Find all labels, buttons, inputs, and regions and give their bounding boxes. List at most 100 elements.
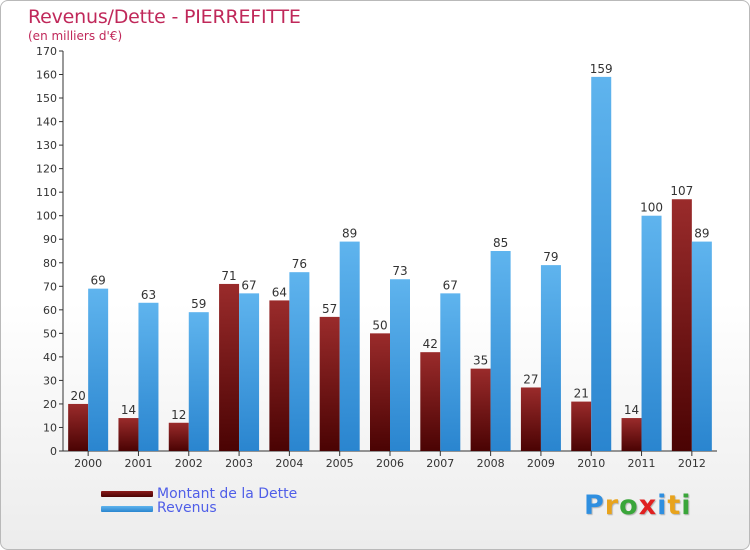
y-tick-label: 120	[36, 163, 57, 176]
y-tick-label: 50	[43, 327, 57, 340]
bar-revenus	[691, 241, 712, 451]
logo-letter: r	[604, 490, 620, 521]
x-tick-label: 2006	[376, 457, 404, 470]
data-label-dette: 14	[624, 403, 639, 417]
bars	[68, 76, 712, 451]
data-label-dette: 12	[171, 408, 186, 422]
data-label-dette: 20	[71, 389, 86, 403]
data-label-revenus: 89	[342, 227, 357, 241]
legend-swatch-debt	[101, 491, 153, 497]
x-tick-label: 2000	[74, 457, 102, 470]
proxiti-logo: Proxiti	[584, 490, 692, 521]
bar-revenus	[390, 279, 410, 451]
logo-letter: o	[619, 490, 639, 521]
y-tick-label: 20	[43, 398, 57, 411]
data-label-dette: 57	[322, 302, 337, 316]
bar-dette	[370, 333, 390, 451]
data-label-revenus: 73	[392, 264, 407, 278]
bar-dette	[269, 300, 290, 451]
data-label-revenus: 67	[241, 278, 256, 292]
bar-revenus	[440, 293, 461, 451]
data-label-dette: 107	[670, 184, 693, 198]
data-label-revenus: 67	[443, 278, 458, 292]
x-tick-label: 2004	[275, 457, 303, 470]
bar-revenus	[188, 312, 209, 451]
data-label-revenus: 85	[493, 236, 508, 250]
data-label-revenus: 89	[694, 227, 709, 241]
bar-revenus	[239, 293, 260, 451]
bar-revenus	[490, 251, 511, 451]
bar-revenus	[289, 272, 310, 451]
bar-dette	[571, 401, 592, 451]
bar-revenus	[138, 302, 159, 451]
x-tick-label: 2010	[577, 457, 605, 470]
y-tick-label: 10	[43, 421, 57, 434]
bar-dette	[520, 387, 541, 451]
y-tick-label: 60	[43, 304, 57, 317]
data-label-dette: 14	[121, 403, 136, 417]
y-tick-label: 150	[36, 92, 57, 105]
bar-revenus	[540, 265, 561, 451]
y-tick-label: 90	[43, 233, 57, 246]
data-label-revenus: 100	[640, 201, 663, 215]
bar-dette	[219, 283, 240, 451]
bar-revenus	[339, 241, 360, 451]
legend-label-revenus: Revenus	[157, 500, 217, 516]
bar-dette	[420, 352, 441, 451]
x-tick-label: 2002	[175, 457, 203, 470]
x-tick-label: 2008	[477, 457, 505, 470]
bar-dette	[118, 418, 139, 451]
x-tick-label: 2003	[225, 457, 253, 470]
data-label-revenus: 79	[543, 250, 558, 264]
y-axis: 0 10 20 30 40 50 60 70 80 90 100 110 120 130 140 150 160…	[36, 45, 64, 458]
data-label-dette: 35	[473, 354, 488, 368]
chart-title: Revenus/Dette - PIERREFITTE	[28, 6, 301, 28]
logo-letter: i	[681, 490, 692, 521]
y-tick-label: 0	[50, 445, 57, 458]
data-label-revenus: 76	[292, 257, 307, 271]
data-label-dette: 27	[523, 372, 538, 386]
logo-letter: t	[667, 490, 682, 521]
y-tick-label: 130	[36, 139, 57, 152]
data-label-dette: 64	[272, 285, 287, 299]
data-label-revenus: 159	[590, 62, 613, 76]
logo-letter: P	[584, 490, 605, 521]
y-tick-label: 110	[36, 186, 57, 199]
data-label-dette: 71	[221, 269, 236, 283]
bar-revenus	[641, 215, 662, 451]
bar-revenus	[591, 76, 612, 451]
y-tick-label: 170	[36, 45, 57, 58]
logo-letter: x	[638, 490, 658, 521]
x-axis: 2000 2001 2002 2003 2004 2005 2006 2007 2008 2009…	[63, 450, 717, 470]
y-tick-label: 70	[43, 280, 57, 293]
x-tick-label: 2009	[527, 457, 555, 470]
data-label-revenus: 63	[141, 288, 156, 302]
data-label-dette: 42	[423, 337, 438, 351]
x-tick-label: 2011	[628, 457, 656, 470]
logo-letter: i	[657, 490, 668, 521]
bar-dette	[470, 368, 491, 451]
bar-dette	[671, 199, 692, 451]
y-tick-label: 30	[43, 374, 57, 387]
bar-dette	[68, 403, 89, 451]
x-tick-label: 2005	[326, 457, 354, 470]
data-label-dette: 21	[574, 387, 589, 401]
y-tick-label: 80	[43, 257, 57, 270]
bar-dette	[319, 316, 340, 451]
bar-dette	[621, 418, 642, 451]
x-tick-label: 2012	[678, 457, 706, 470]
y-tick-label: 160	[36, 69, 57, 82]
y-tick-label: 140	[36, 116, 57, 129]
y-tick-label: 100	[36, 210, 57, 223]
data-labels: 20 69 14 63 12 59 71 67 64 76 57 89 50 73 42 67 35 85 27 79…	[71, 62, 710, 422]
chart-subtitle: (en milliers d'€)	[28, 29, 123, 43]
x-tick-label: 2001	[124, 457, 152, 470]
bar-dette	[168, 422, 189, 451]
legend-swatch-revenus	[101, 506, 153, 512]
x-tick-label: 2007	[426, 457, 454, 470]
legend-label-debt: Montant de la Dette	[157, 486, 298, 502]
data-label-revenus: 69	[91, 274, 106, 288]
data-label-dette: 50	[372, 318, 387, 332]
